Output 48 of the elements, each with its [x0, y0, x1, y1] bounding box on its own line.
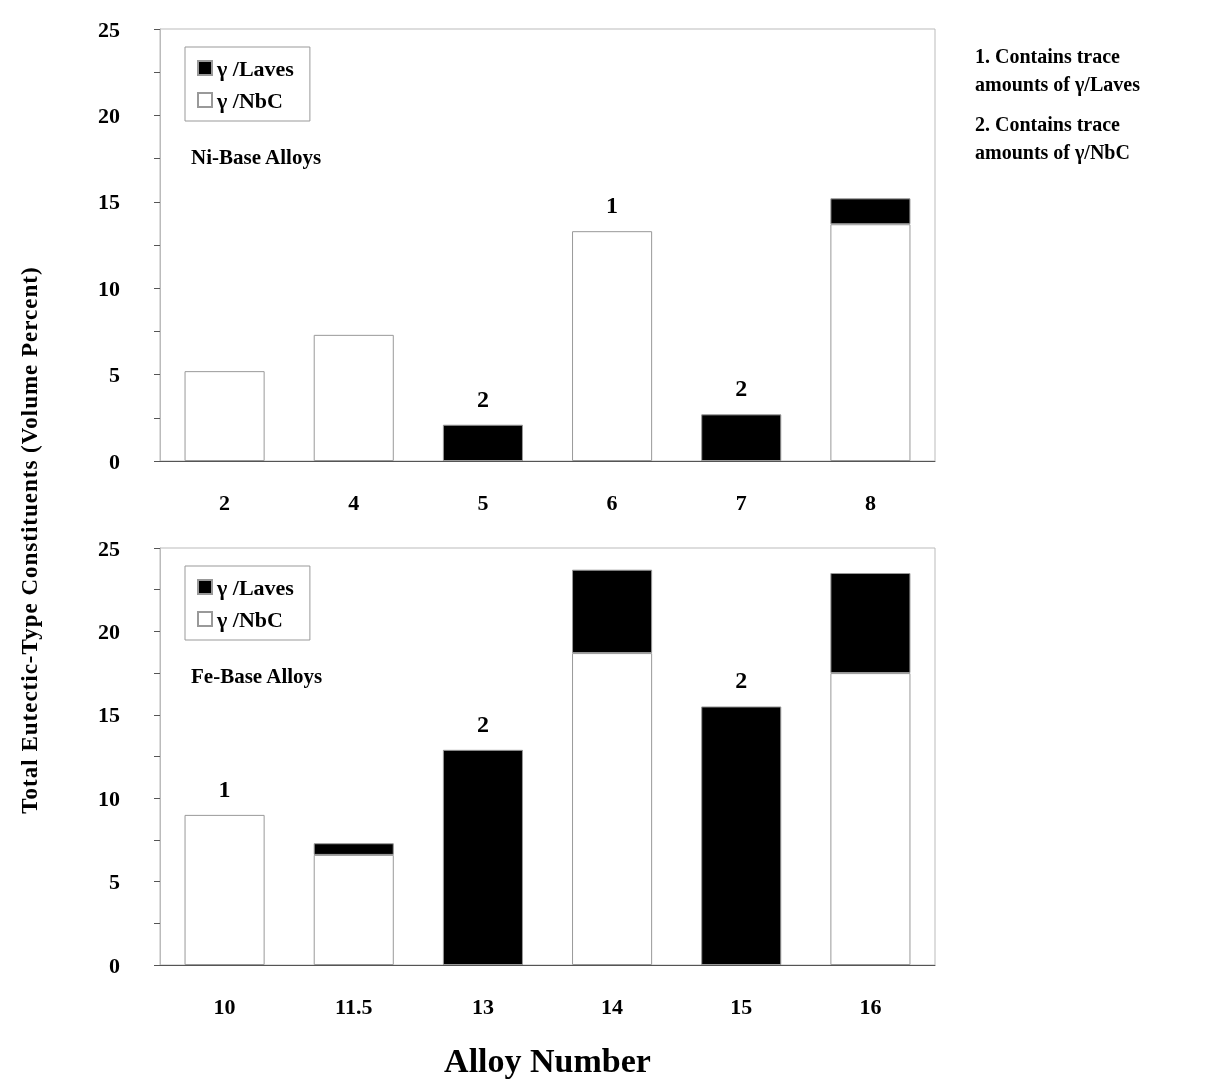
y-tick-label: 20	[98, 102, 120, 128]
annotation: 1	[218, 775, 231, 802]
bar	[701, 414, 782, 461]
annotation: 2	[735, 375, 748, 402]
legend-label: γ /Laves	[216, 55, 295, 81]
x-tick-label: 6	[606, 489, 618, 515]
bar	[572, 231, 653, 461]
y-tick-label: 0	[109, 952, 120, 978]
x-tick-label: 14	[601, 993, 624, 1019]
y-tick-label: 25	[98, 16, 120, 42]
text: Ni-Base Alloys	[191, 144, 322, 169]
annotation: 2	[476, 710, 489, 737]
x-axis-title: Alloy Number	[444, 1041, 651, 1079]
legend-label: γ /Laves	[216, 574, 295, 600]
annotation: 2	[735, 667, 748, 694]
bar	[442, 749, 523, 965]
bar	[701, 706, 782, 965]
bar	[184, 371, 265, 461]
bar	[313, 334, 394, 461]
x-tick-label: 10	[213, 993, 236, 1019]
text: Fe-Base Alloys	[191, 663, 323, 688]
y-tick-label: 15	[98, 702, 120, 728]
x-tick-label: 13	[471, 993, 494, 1019]
x-tick-label: 4	[348, 489, 360, 515]
y-tick-label: 20	[98, 618, 120, 644]
x-tick-label: 16	[859, 993, 882, 1019]
y-tick-label: 5	[109, 362, 120, 388]
x-tick-label: 2	[219, 489, 231, 515]
y-tick-label: 5	[109, 869, 120, 895]
x-tick-label: 7	[735, 489, 747, 515]
y-tick-label: 0	[109, 448, 120, 474]
x-tick-label: 15	[730, 993, 753, 1019]
annotation: 2	[476, 385, 489, 412]
text: 1. Contains trace amounts of γ/Laves	[975, 45, 1141, 96]
annotation: 1	[606, 192, 619, 219]
bar	[442, 424, 523, 461]
y-tick-label: 10	[98, 785, 120, 811]
text: 2. Contains trace amounts of γ/NbC	[975, 113, 1130, 164]
x-tick-label: 11.5	[335, 993, 373, 1019]
y-tick-label: 25	[98, 535, 120, 561]
x-tick-label: 8	[864, 489, 876, 515]
legend-label: γ /NbC	[216, 87, 283, 113]
bar	[184, 814, 265, 965]
y-tick-label: 10	[98, 275, 120, 301]
x-tick-label: 5	[477, 489, 489, 515]
legend-label: γ /NbC	[216, 606, 283, 632]
y-tick-label: 15	[98, 189, 120, 215]
y-axis-title: Total Eutectic-Type Constituents (Volume Percent)	[17, 266, 43, 814]
